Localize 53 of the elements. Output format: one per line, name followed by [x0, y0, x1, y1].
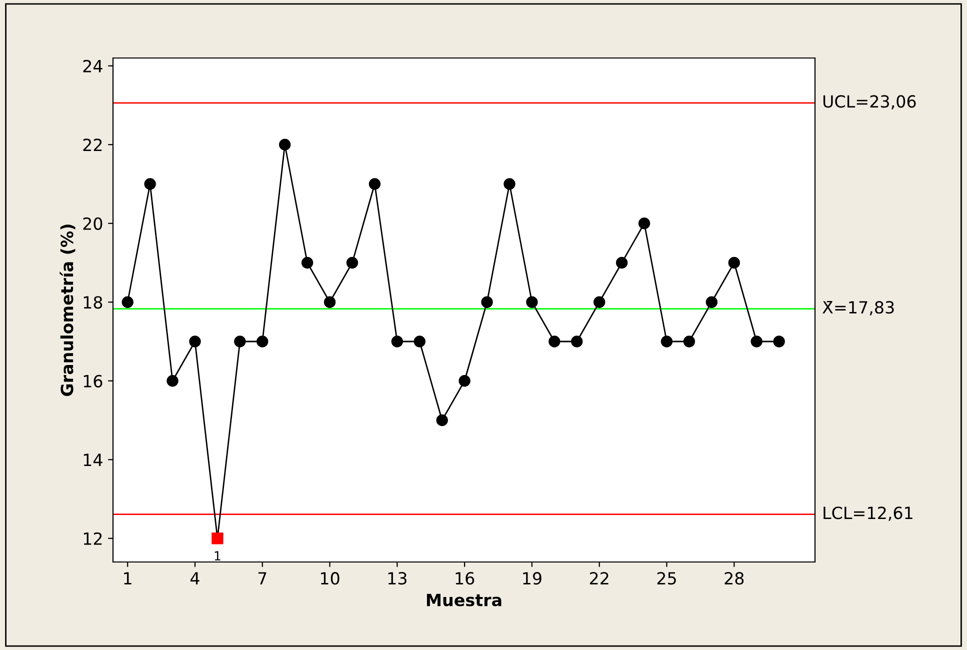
point	[346, 256, 358, 269]
point	[773, 336, 785, 348]
x-tick-label: 10	[321, 572, 340, 585]
y-tick-label: 20	[83, 217, 102, 230]
y-axis-title: Granulometría (%)	[60, 224, 76, 396]
point	[548, 336, 560, 348]
point	[301, 256, 314, 269]
point	[122, 296, 134, 308]
x-tick-label: 25	[657, 572, 676, 585]
y-tick-label: 24	[83, 60, 102, 72]
point	[660, 336, 673, 348]
point	[616, 256, 628, 269]
point	[481, 296, 493, 308]
x-tick-label: 1	[124, 572, 132, 584]
point	[594, 296, 606, 308]
y-tick-label: 22	[83, 138, 102, 151]
x-tick-label: 19	[523, 572, 542, 585]
point	[526, 296, 538, 308]
x-tick-label: 22	[590, 572, 608, 584]
y-tick-label: 16	[84, 374, 102, 388]
point	[504, 178, 516, 190]
point	[706, 296, 718, 308]
x-tick-label: 7	[258, 572, 266, 584]
point	[324, 296, 336, 308]
y-tick-label: 14	[84, 454, 102, 466]
point	[436, 414, 448, 426]
point	[166, 375, 178, 387]
point	[458, 375, 470, 387]
point	[189, 336, 201, 348]
point	[391, 336, 404, 348]
ref-line-label: LCL=12,61	[824, 506, 912, 521]
point	[414, 336, 426, 348]
x-tick-label: 16	[456, 572, 474, 585]
point	[144, 178, 156, 190]
point	[638, 218, 650, 230]
point	[728, 256, 740, 269]
point	[571, 336, 583, 348]
annotation: 1	[214, 551, 220, 560]
point	[212, 532, 224, 544]
x-tick-label: 28	[724, 572, 744, 585]
point	[750, 336, 762, 348]
point	[234, 336, 246, 348]
y-tick-label: 12	[84, 532, 102, 545]
point	[683, 336, 696, 348]
y-tick-label: 18	[84, 296, 102, 309]
x-axis-title: Muestra	[426, 594, 502, 606]
ref-line-label: UCL=23,06	[823, 95, 916, 110]
point	[279, 138, 291, 150]
point	[256, 336, 268, 348]
x-tick-label: 4	[190, 572, 200, 584]
point	[368, 178, 381, 190]
x-tick-label: 13	[388, 572, 406, 585]
ref-line-label: X̄=17,83	[822, 301, 894, 316]
